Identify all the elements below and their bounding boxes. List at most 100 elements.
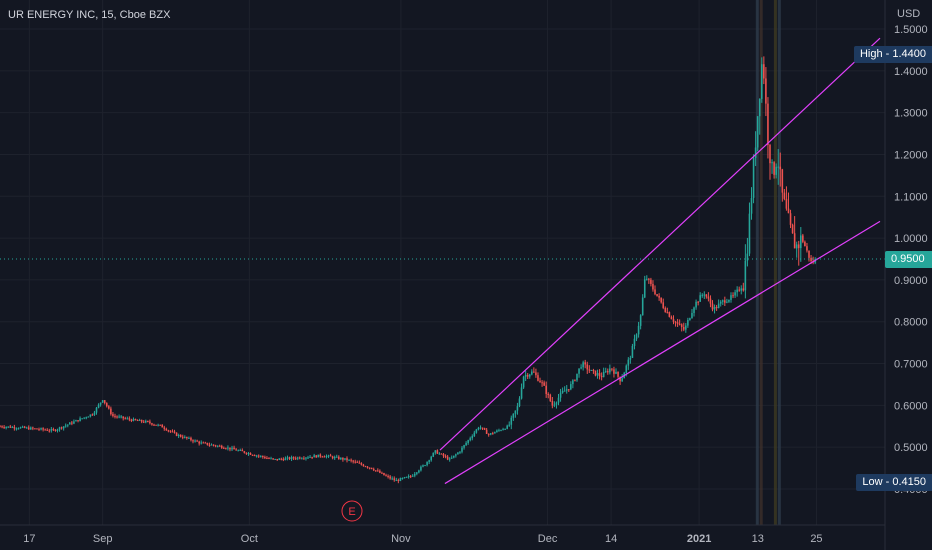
candle-body	[282, 459, 285, 461]
candle-body	[726, 301, 728, 303]
x-tick-label: Nov	[391, 533, 411, 545]
candle-body	[707, 296, 710, 299]
candle-body	[779, 166, 782, 170]
high-value: 1.4400	[892, 47, 926, 60]
candle-body	[746, 253, 749, 261]
candle-body	[161, 424, 164, 428]
candle-body	[496, 430, 498, 433]
candle-body	[800, 235, 802, 249]
candle-body	[108, 406, 110, 409]
candle-body	[547, 393, 550, 395]
candle-body	[204, 442, 207, 444]
candle-body	[352, 460, 354, 462]
candle-body	[545, 385, 547, 394]
candle-body	[381, 472, 383, 474]
candle-body	[652, 283, 654, 290]
candle-body	[128, 418, 131, 420]
earnings-circle[interactable]	[341, 500, 363, 522]
candle-body	[777, 166, 780, 168]
candle-body	[773, 162, 775, 175]
x-tick-label: 17	[23, 533, 35, 545]
candle-body	[175, 432, 178, 436]
earnings-marker[interactable]: E	[341, 500, 363, 522]
candle-body	[590, 369, 593, 371]
time-axis[interactable]: 17 Sep Oct Nov Dec 14 2021 13 25	[0, 524, 885, 545]
price-axis[interactable]: 1.5000 1.4000 1.3000 1.2000 1.1000 1.0000 0.90…	[884, 0, 932, 550]
candle-body	[220, 445, 223, 448]
candle-body	[549, 394, 552, 401]
candle-body	[411, 475, 414, 477]
candle-body	[808, 250, 810, 258]
candle-body	[298, 457, 301, 459]
candle-body	[200, 442, 203, 444]
candle-body	[71, 422, 73, 424]
candle-body	[602, 371, 605, 378]
currency-label: USD	[897, 8, 920, 20]
candle-body	[639, 315, 642, 326]
candle-body	[253, 455, 256, 457]
candle-body	[163, 427, 166, 429]
candle-body	[670, 316, 673, 320]
candle-body	[329, 455, 332, 457]
y-tick-label: 1.2000	[894, 149, 928, 161]
last-price-tag: 0.9500	[885, 250, 932, 268]
candle-body	[69, 422, 71, 425]
candle-body	[99, 402, 102, 405]
candle-body	[15, 428, 18, 430]
high-tag: High - 1.4400	[853, 45, 932, 63]
candle-body	[103, 400, 106, 404]
candle-body	[237, 450, 239, 452]
y-tick-label: 1.0000	[894, 233, 928, 245]
candle-body	[130, 419, 133, 421]
candle-body	[533, 371, 535, 373]
candle-body	[272, 458, 274, 460]
candle-body	[555, 402, 558, 405]
candle-body	[138, 419, 141, 421]
candle-body	[60, 427, 63, 429]
candle-body	[760, 64, 763, 99]
candle-body	[487, 433, 490, 435]
candle-body	[56, 429, 59, 431]
candle-body	[463, 445, 465, 448]
candle-body	[159, 424, 161, 426]
earnings-letter: E	[348, 506, 355, 518]
candle-body	[403, 477, 406, 479]
candle-body	[785, 198, 788, 209]
candle-body	[756, 116, 759, 148]
candle-body	[144, 420, 147, 423]
candle-body	[95, 407, 98, 413]
candle-body	[420, 466, 422, 471]
candle-body	[292, 457, 295, 459]
trendline[interactable]	[439, 37, 881, 451]
candle-body	[40, 428, 42, 430]
highlight-bar	[755, 0, 759, 525]
candle-body	[101, 400, 104, 403]
candle-body	[19, 427, 22, 429]
candle-body	[27, 427, 30, 430]
candle-body	[3, 427, 5, 429]
candle-body	[750, 197, 753, 214]
candle-body	[676, 322, 679, 324]
candle-body	[526, 374, 529, 377]
candle-body	[592, 369, 595, 371]
candle-body	[389, 476, 391, 479]
trendlines[interactable]	[439, 37, 881, 485]
trendline[interactable]	[444, 220, 881, 485]
candle-body	[112, 414, 114, 416]
candle-body	[514, 410, 517, 414]
candle-body	[190, 437, 192, 441]
candle-body	[621, 378, 623, 382]
candle-body	[290, 457, 293, 460]
candle-body	[695, 301, 697, 308]
candle-body	[30, 427, 32, 430]
candle-body	[678, 323, 681, 325]
candle-body	[557, 397, 560, 403]
candle-body	[635, 334, 638, 339]
candle-body	[687, 319, 689, 326]
candle-body	[391, 478, 393, 480]
candle-body	[151, 423, 153, 425]
candle-body	[781, 169, 784, 193]
x-tick-label: 25	[810, 533, 822, 545]
candle-body	[85, 417, 88, 419]
